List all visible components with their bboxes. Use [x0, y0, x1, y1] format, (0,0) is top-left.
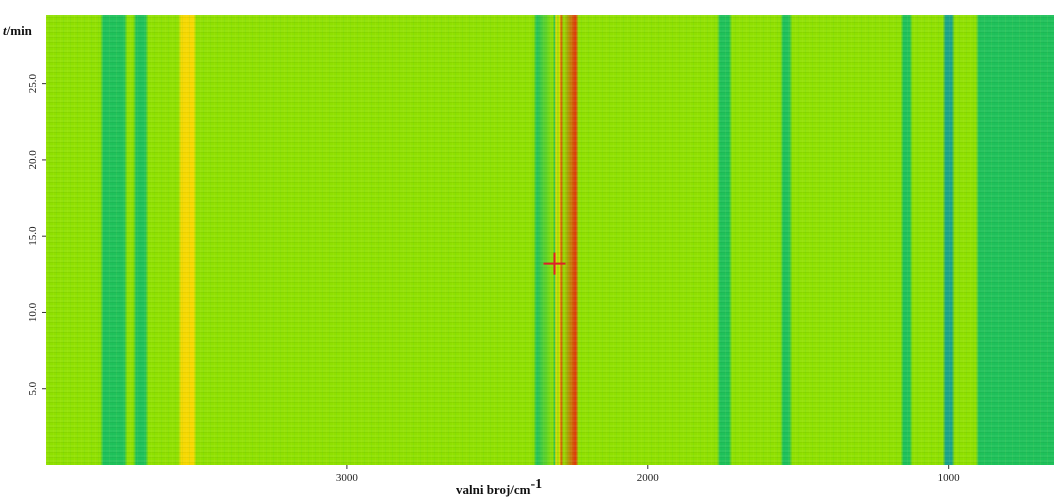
y-axis-title: t/min [3, 23, 33, 38]
y-tick-label: 10.0 [27, 302, 39, 322]
x-axis-title: valni broj/cm-1 [456, 477, 542, 497]
x-tick-label: 2000 [637, 472, 660, 484]
plot-area [46, 15, 1054, 465]
y-tick-label: 25.0 [27, 74, 39, 94]
y-tick-label: 15.0 [27, 226, 39, 246]
x-axis-title-superscript: -1 [531, 477, 543, 492]
y-axis-title-unit: /min [6, 23, 33, 38]
x-tick-label: 1000 [938, 472, 961, 484]
heatmap-fine-stripes [46, 15, 1054, 465]
y-axis-title-italic: t [3, 23, 7, 38]
x-tick-label: 3000 [336, 472, 359, 484]
y-tick-label: 5.0 [27, 381, 39, 395]
x-axis: 3000 2000 1000 valni broj/cm-1 [336, 465, 960, 497]
x-axis-title-text: valni broj/cm [456, 482, 531, 497]
x-tick-group: 3000 2000 1000 [336, 465, 960, 484]
y-tick-group: 5.0 10.0 15.0 20.0 25.0 [27, 74, 46, 396]
crosshair-marker [543, 252, 566, 275]
y-tick-label: 20.0 [27, 150, 39, 170]
y-axis: t/min 5.0 10.0 15.0 20.0 25.0 [3, 23, 46, 396]
